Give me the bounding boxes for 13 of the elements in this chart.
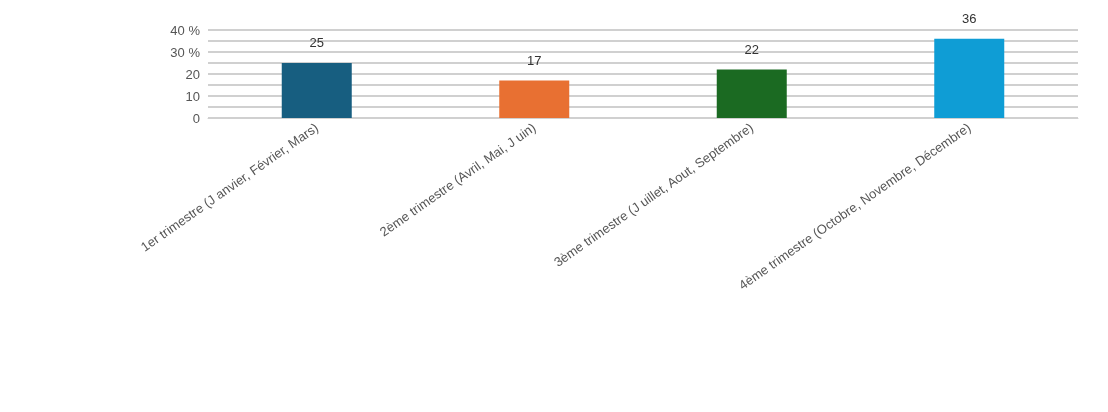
y-tick-label: 10 [185, 88, 200, 104]
data-label: 17 [527, 52, 542, 68]
bar [281, 63, 352, 118]
data-label: 25 [309, 35, 324, 50]
y-tick-label: 30 % [170, 44, 201, 60]
bar [716, 69, 787, 118]
y-tick-label: 0 [192, 110, 200, 126]
y-tick-label: 20 [185, 66, 200, 82]
data-label: 22 [744, 41, 759, 57]
bar [499, 80, 570, 118]
data-label: 36 [962, 10, 977, 26]
bar [934, 38, 1005, 118]
y-tick-label: 40 % [170, 22, 201, 38]
